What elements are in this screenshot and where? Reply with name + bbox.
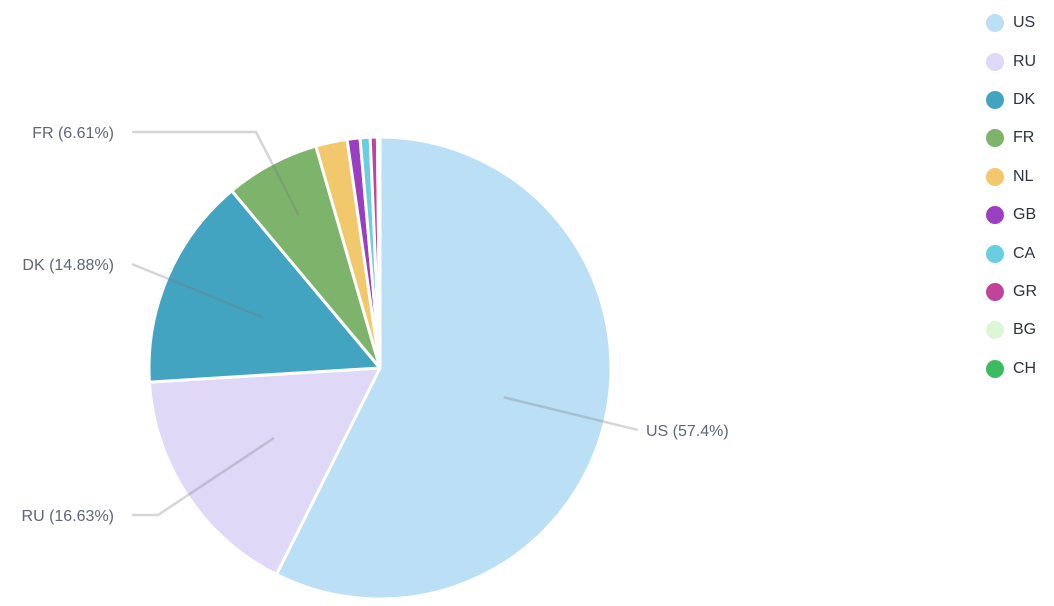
legend-swatch-icon	[986, 206, 1004, 225]
legend-label: NL	[1013, 167, 1034, 185]
legend-item-gb[interactable]: GB	[986, 196, 1037, 234]
pie-slice-ch[interactable]	[377, 135, 382, 370]
legend-item-nl[interactable]: NL	[986, 158, 1037, 196]
legend-item-dk[interactable]: DK	[986, 81, 1037, 119]
legend-item-fr[interactable]: FR	[986, 119, 1037, 157]
legend-label: CA	[1013, 244, 1036, 262]
legend-item-gr[interactable]: GR	[986, 273, 1037, 311]
legend-swatch-icon	[986, 167, 1004, 186]
leader-line-dk	[131, 262, 264, 319]
slice-label-fr: FR (6.61%)	[32, 125, 114, 142]
pie-slice-ru[interactable]	[147, 366, 382, 576]
label-leader-lines	[131, 130, 639, 517]
legend-swatch-icon	[986, 14, 1004, 33]
pie-slice-us[interactable]	[274, 135, 613, 601]
legend-item-bg[interactable]: BG	[986, 311, 1037, 349]
legend-item-ru[interactable]: RU	[986, 42, 1037, 80]
legend-item-ca[interactable]: CA	[986, 234, 1037, 272]
legend-swatch-icon	[986, 359, 1004, 378]
legend-swatch-icon	[986, 321, 1004, 340]
legend-label: CH	[1013, 359, 1037, 377]
legend-item-ch[interactable]: CH	[986, 350, 1037, 388]
legend-label: BG	[1013, 321, 1037, 339]
slice-label-dk: DK (14.88%)	[22, 257, 114, 274]
slice-labels: US (57.4%) RU (16.63%) DK (14.88%) FR (6.61…	[22, 125, 729, 525]
legend-item-us[interactable]: US	[986, 4, 1037, 42]
legend-label: GR	[1013, 282, 1037, 300]
legend-swatch-icon	[986, 282, 1004, 301]
chart-legend: US RU DK FR NL GB CA GR BG CH	[986, 4, 1037, 388]
pie-slice-dk[interactable]	[147, 189, 382, 384]
legend-swatch-icon	[986, 129, 1004, 148]
leader-line-fr	[132, 130, 300, 216]
slice-label-us: US (57.4%)	[646, 423, 729, 440]
legend-label: RU	[1013, 52, 1037, 70]
pie-slices	[147, 135, 613, 601]
leader-line-ru	[132, 436, 275, 517]
legend-label: GB	[1013, 206, 1037, 224]
legend-label: FR	[1013, 129, 1035, 147]
legend-swatch-icon	[986, 244, 1004, 263]
legend-label: US	[1013, 14, 1036, 32]
leader-line-us	[503, 396, 639, 432]
legend-swatch-icon	[986, 90, 1004, 109]
slice-label-ru: RU (16.63%)	[22, 508, 114, 525]
legend-label: DK	[1013, 90, 1036, 108]
legend-swatch-icon	[986, 52, 1004, 71]
